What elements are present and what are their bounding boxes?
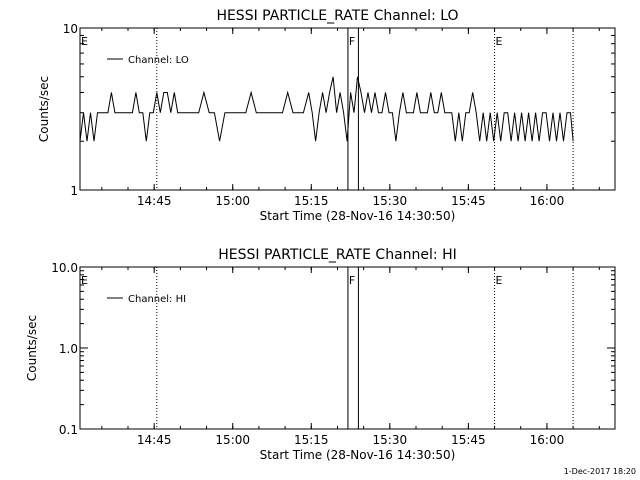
x-tick-label: 15:00 [215, 194, 250, 208]
x-tick-label: 16:00 [530, 433, 565, 447]
x-axis-label: Start Time (28-Nov-16 14:30:50) [260, 448, 456, 462]
event-marker-label: E [81, 274, 88, 287]
x-tick-label: 15:00 [215, 433, 250, 447]
y-tick-label: 1 [70, 184, 78, 198]
y-tick-label: 10 [63, 22, 78, 36]
hi-channel-panel: HESSI PARTICLE_RATE Channel: HI 14:45 15:0… [25, 247, 616, 462]
y-tick-label: 1.0 [59, 342, 78, 356]
event-marker-label: F [349, 35, 355, 48]
y-axis-label: Counts/sec [37, 76, 51, 142]
legend-entry: Channel: HI [128, 294, 186, 305]
event-marker-label: E [81, 35, 88, 48]
x-tick-label: 15:45 [451, 433, 486, 447]
x-tick-label: 15:15 [294, 194, 329, 208]
event-marker-label: E [496, 274, 503, 287]
footer-timestamp: 1-Dec-2017 18:20 [564, 467, 636, 476]
event-marker-label: F [349, 274, 355, 287]
series-line [79, 76, 574, 142]
y-tick-label: 0.1 [59, 423, 78, 437]
x-tick-label: 15:30 [373, 194, 408, 208]
x-tick-label: 15:30 [373, 433, 408, 447]
x-tick-label: 15:15 [294, 433, 329, 447]
chart-title: HESSI PARTICLE_RATE Channel: HI [218, 247, 456, 263]
chart-title: HESSI PARTICLE_RATE Channel: LO [216, 8, 458, 24]
lo-channel-panel: HESSI PARTICLE_RATE Channel: LO 14:45 15:0… [37, 8, 616, 223]
x-tick-label: 15:45 [451, 194, 486, 208]
x-tick-label: 14:45 [137, 433, 172, 447]
x-tick-label: 16:00 [530, 194, 565, 208]
x-tick-label: 14:45 [137, 194, 172, 208]
event-marker-label: E [496, 35, 503, 48]
y-tick-label: 10.0 [51, 261, 78, 275]
x-axis-label: Start Time (28-Nov-16 14:30:50) [260, 209, 456, 223]
y-axis-label: Counts/sec [25, 315, 39, 381]
legend-entry: Channel: LO [128, 55, 189, 66]
